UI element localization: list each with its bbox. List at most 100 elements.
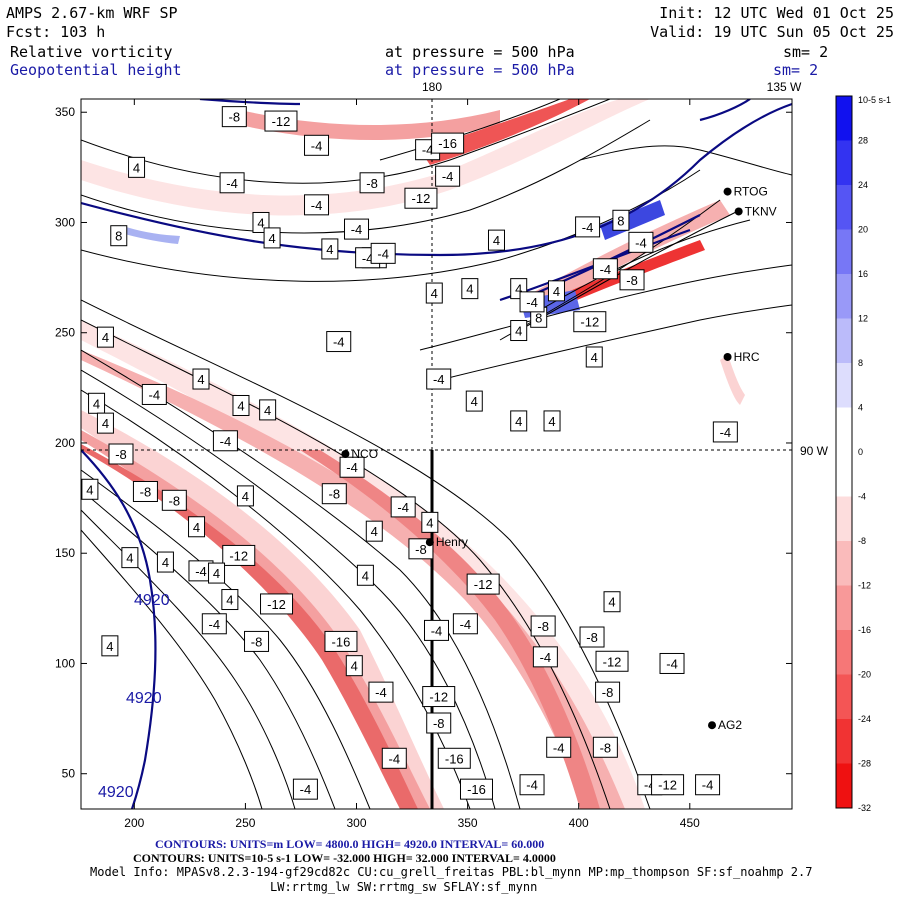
- vorticity-contour-label: -12: [260, 593, 294, 615]
- colorbar-unit: 10-5 s-1: [858, 95, 891, 105]
- vorticity-label-text: -4: [311, 138, 323, 153]
- colorbar-tick-label: 12: [858, 314, 868, 324]
- vorticity-label-box: [628, 231, 654, 253]
- x-tick-label: 400: [569, 816, 589, 830]
- vorticity-label-box: [321, 238, 339, 260]
- vorticity-contour-label: -4: [219, 172, 245, 194]
- vorticity-contour-label: -12: [573, 311, 607, 333]
- colorbar-swatch: [836, 407, 852, 453]
- contour-line: [81, 99, 611, 184]
- vorticity-label-box: [592, 258, 618, 280]
- vorticity-label-text: -4: [195, 564, 207, 579]
- colorbar-tick-label: -28: [858, 759, 871, 769]
- vorticity-label-box: [659, 652, 685, 674]
- vorticity-label-text: -4: [351, 222, 363, 237]
- vorticity-contour-label: -4: [532, 646, 558, 668]
- vorticity-label-box: [487, 229, 505, 251]
- model-info: Model Info: MPASv8.2.3-194-gf29cd82c CU:…: [90, 865, 812, 879]
- vorticity-contour-label: 4: [547, 280, 565, 302]
- vorticity-contour-label: 4: [510, 410, 528, 432]
- vorticity-label-box: [108, 443, 134, 465]
- vorticity-label-text: -12: [580, 315, 599, 330]
- vorticity-label-box: [426, 368, 452, 390]
- vorticity-label-box: [304, 194, 330, 216]
- vorticity-label-text: -16: [445, 751, 464, 766]
- vorticity-contour-label: -8: [595, 681, 621, 703]
- vorticity-label-text: 4: [86, 482, 93, 497]
- colorbar-ticks: 28 24 20 16 12 8 4 0 -4 -8 -12 -16 -20 -24 -28 -32: [858, 136, 871, 814]
- vorticity-label-text: -8: [169, 493, 181, 508]
- vorticity-label-box: [221, 106, 247, 128]
- colorbar-tick-label: -16: [858, 625, 871, 635]
- vorticity-label-text: -12: [267, 597, 286, 612]
- vorticity-label-box: [326, 331, 352, 353]
- vorticity-contour-label: -4: [304, 134, 330, 156]
- vorticity-label-text: 4: [608, 595, 615, 610]
- colorbar-swatch: [836, 229, 852, 275]
- station-marker: [341, 450, 350, 458]
- vorticity-label-text: -8: [329, 487, 341, 502]
- vorticity-contour-label: -12: [595, 650, 629, 672]
- vorticity-label-text: -8: [140, 484, 152, 499]
- contour-line: [81, 349, 521, 809]
- vorticity-contour-label: -12: [651, 774, 685, 796]
- vorticity-label-box: [188, 516, 206, 538]
- vorticity-contour-label: -4: [390, 496, 416, 518]
- vorticity-contour-label: -4: [326, 331, 352, 353]
- vorticity-contour-label: -12: [466, 573, 500, 595]
- vorticity-contour-label: -12: [222, 544, 256, 566]
- station-label: RTOG: [734, 185, 768, 199]
- vorticity-contour-label: -4: [659, 652, 685, 674]
- vorticity-contour-label: 4: [121, 547, 139, 569]
- vorticity-contour-label: 4: [263, 227, 281, 249]
- vorticity-contour-label: -8: [221, 106, 247, 128]
- vorticity-label-box: [585, 346, 603, 368]
- vorticity-label-box: [81, 478, 99, 500]
- vorticity-label-box: [161, 489, 187, 511]
- vorticity-contour-label: -4: [344, 218, 370, 240]
- geopotential-contour: [699, 99, 751, 122]
- vorticity-label-box: [365, 520, 383, 542]
- vorticity-label-box: [421, 511, 439, 533]
- vorticity-label-text: -8: [600, 740, 612, 755]
- vorticity-label-text: 4: [242, 489, 249, 504]
- colorbar-tick-label: 16: [858, 269, 868, 279]
- vorticity-label-text: -4: [397, 500, 409, 515]
- vorticity-contour-label: 8: [110, 225, 128, 247]
- vorticity-label-box: [339, 456, 365, 478]
- vorticity-label-text: -4: [666, 656, 678, 671]
- vorticity-label-box: [461, 278, 479, 300]
- station-layer: NCO Henry AG2 HRC RTOG TKNV: [341, 185, 777, 732]
- vorticity-label-text: 4: [466, 282, 473, 297]
- vorticity-label-box: [466, 573, 500, 595]
- field2-name: Geopotential height: [10, 61, 182, 79]
- y-tick-label: 350: [55, 105, 75, 119]
- vorticity-contour-label: -4: [141, 383, 167, 405]
- vorticity-label-box: [695, 774, 721, 796]
- vorticity-label-text: -4: [553, 740, 565, 755]
- vorticity-contour-label: 4: [96, 412, 114, 434]
- colorbar-tick-label: -20: [858, 670, 871, 680]
- field2-smoothing: sm= 2: [773, 61, 818, 79]
- vorticity-label-text: 4: [257, 215, 264, 230]
- vorticity-contour-label: -16: [324, 630, 358, 652]
- vorticity-label-box: [101, 635, 119, 657]
- vorticity-label-box: [259, 399, 277, 421]
- vorticity-contour-label: -4: [452, 613, 478, 635]
- vorticity-contour-label: -4: [381, 747, 407, 769]
- x-tick-label: 200: [124, 816, 144, 830]
- vorticity-contour-label: -8: [359, 172, 385, 194]
- vorticity-contour-label: -4: [370, 242, 396, 264]
- model-info-2: LW:rrtmg_lw SW:rrtmg_sw SFLAY:sf_mynn: [270, 880, 537, 894]
- vorticity-label-text: 4: [237, 398, 244, 413]
- station-marker: [723, 352, 732, 361]
- contours-vorticity-info: CONTOURS: UNITS=10-5 s-1 LOW= -32.000 HI…: [133, 851, 556, 865]
- colorbar-tick-label: 0: [858, 447, 863, 457]
- y-axis: 50 100 150 200 250 300 350: [55, 105, 792, 781]
- vorticity-contour-label: -8: [321, 483, 347, 505]
- y-tick-label: 100: [55, 656, 75, 670]
- valid-time: Valid: 19 UTC Sun 05 Oct 25: [650, 23, 894, 41]
- vorticity-label-box: [612, 209, 630, 231]
- colorbar-swatch: [836, 719, 852, 764]
- vorticity-label-box: [219, 172, 245, 194]
